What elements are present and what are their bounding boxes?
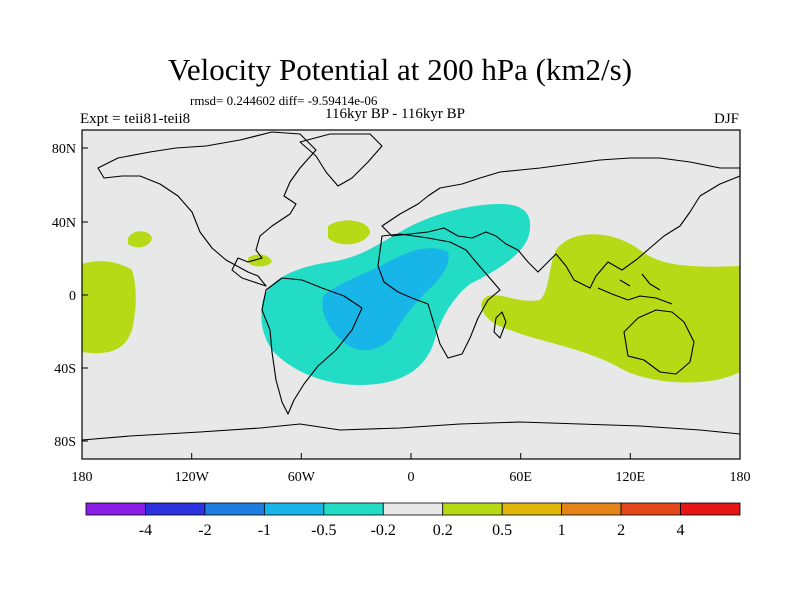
- colorbar-swatch: [561, 502, 622, 516]
- frame-ticks: [82, 147, 631, 459]
- lon-label: 0: [408, 470, 415, 485]
- africa-coast: [377, 233, 501, 359]
- lon-label: 180: [730, 470, 751, 485]
- experiment-label: Expt = teii81-teii8: [80, 111, 191, 127]
- colorbar-label: 0.5: [492, 522, 512, 539]
- season-label: DJF: [713, 111, 739, 127]
- lat-label: 80N: [52, 142, 76, 157]
- stats-label: rmsd= 0.244602 diff= -9.59414e-06: [190, 93, 378, 108]
- positive-anomaly-regions: [82, 220, 740, 383]
- colorbar-label: 2: [617, 522, 625, 539]
- colorbar-label: 4: [677, 522, 685, 539]
- colorbar: [85, 502, 741, 516]
- lon-label: 120W: [175, 470, 210, 485]
- eurasia-coast: [381, 157, 741, 289]
- lon-label: 60E: [509, 470, 532, 485]
- colorbar-label: -4: [139, 522, 152, 539]
- lat-label: 0: [69, 289, 76, 304]
- colorbar-swatch: [680, 502, 741, 516]
- lon-label: 120E: [616, 470, 646, 485]
- map-title: Velocity Potential at 200 hPa (km2/s): [167, 52, 633, 87]
- lat-label: 40N: [52, 216, 76, 231]
- lat-label: 40S: [54, 362, 76, 377]
- lon-label: 60W: [288, 470, 316, 485]
- colorbar-swatch: [145, 502, 206, 516]
- north-america-coast: [97, 131, 317, 287]
- colorbar-swatch: [620, 502, 681, 516]
- colorbar-label: -0.5: [311, 522, 336, 539]
- greenland-coast: [299, 133, 383, 187]
- longitude-labels: 180 120W 60W 0 60E 120E 180: [72, 470, 751, 485]
- lat-label: 80S: [54, 435, 76, 450]
- lon-label: 180: [72, 470, 93, 485]
- colorbar-swatch: [263, 502, 325, 516]
- colorbar-label: -1: [258, 522, 271, 539]
- colorbar-swatch: [442, 502, 503, 516]
- colorbar-labels: -4 -2 -1 -0.5 -0.2 0.2 0.5 1 2 4: [139, 522, 685, 539]
- madagascar-coast: [493, 311, 507, 339]
- colorbar-label: 1: [558, 522, 566, 539]
- colorbar-swatch: [382, 502, 444, 516]
- colorbar-swatch: [204, 502, 265, 516]
- colorbar-label: -2: [198, 522, 211, 539]
- south-america-coast: [261, 277, 363, 415]
- colorbar-label: -0.2: [371, 522, 396, 539]
- maritime-continent-coast: [597, 273, 673, 305]
- antarctica-coast: [81, 421, 741, 441]
- period-label: 116kyr BP - 116kyr BP: [325, 106, 466, 122]
- colorbar-swatch: [323, 502, 384, 516]
- colorbar-label: 0.2: [433, 522, 453, 539]
- coastlines: [81, 131, 741, 441]
- latitude-labels: 80N 40N 0 40S 80S: [52, 142, 76, 450]
- colorbar-swatch: [85, 502, 146, 516]
- colorbar-swatch: [501, 502, 563, 516]
- australia-coast: [623, 309, 695, 375]
